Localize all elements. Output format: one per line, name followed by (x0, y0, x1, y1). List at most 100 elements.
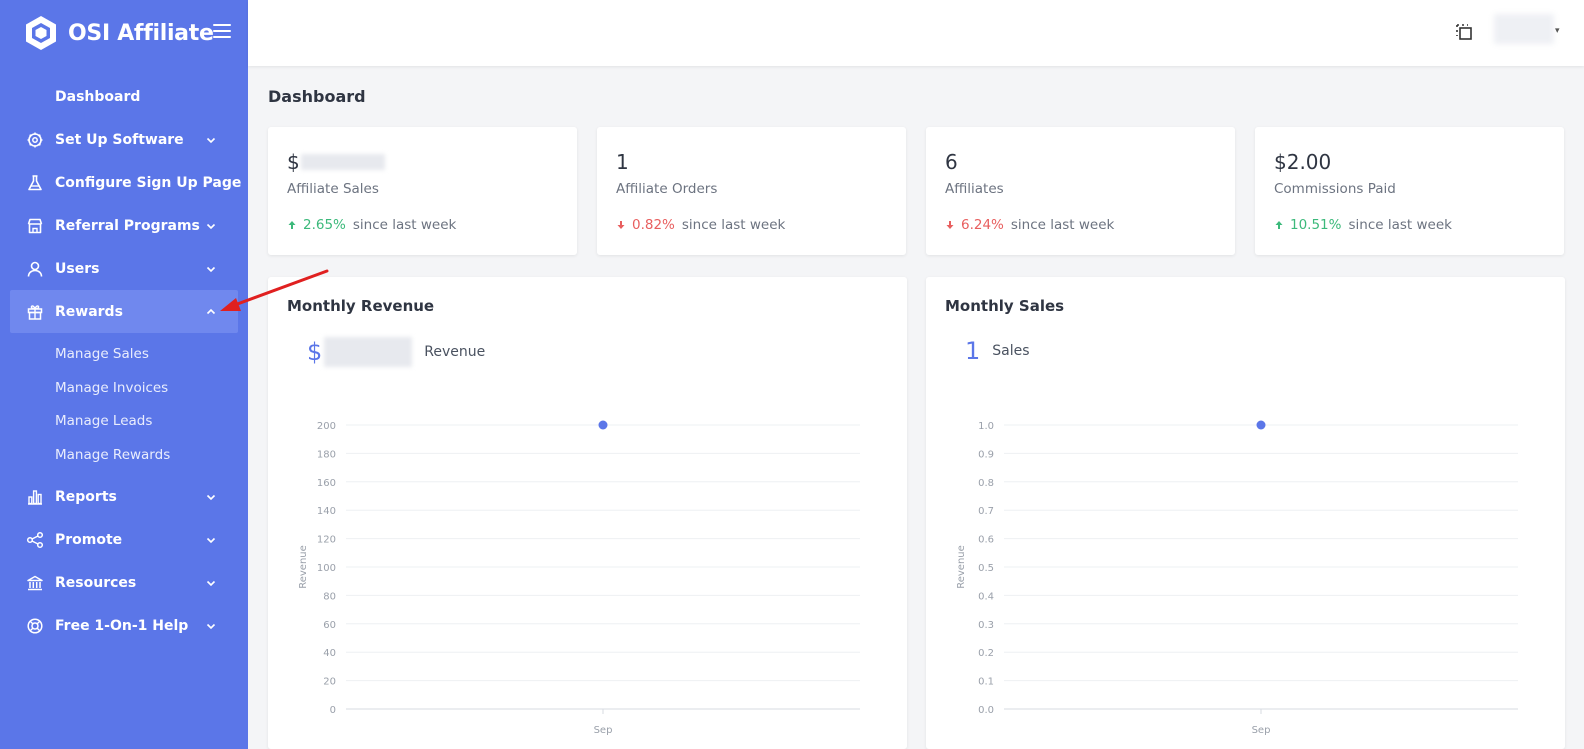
sidebar-item-label: Promote (55, 532, 123, 549)
monthly-sales-card: Monthly Sales 1 Sales 0.0 0.1 0.2 0.3 0.4 0.5… (926, 277, 1565, 749)
user-menu[interactable] (1494, 14, 1554, 44)
y-tick-label: 80 (323, 591, 336, 602)
sidebar-item-users[interactable]: Users (0, 247, 248, 290)
y-tick-label: 140 (317, 506, 336, 517)
stat-label: Affiliate Orders (616, 181, 718, 197)
sidebar-item-label: Users (55, 260, 100, 277)
sidebar-item-set-up-software[interactable]: Set Up Software (0, 118, 248, 161)
stat-value: 6 (945, 150, 958, 174)
chevron-down-icon (206, 495, 216, 501)
sidebar-item-label: Rewards (55, 303, 123, 320)
y-tick-label: 120 (317, 535, 336, 546)
sidebar-item-label: Configure Sign Up Page (55, 174, 242, 191)
fullscreen-icon[interactable] (1454, 22, 1474, 42)
sales-value: 1 (965, 337, 981, 365)
sales-unit: Sales (992, 343, 1030, 359)
monthly-sales-chart: 0.0 0.1 0.2 0.3 0.4 0.5 0.6 0.7 0.8 0.9 1.0 Revenue… (956, 420, 1518, 736)
stat-value: $ (287, 149, 558, 175)
user-menu-caret-icon[interactable]: ▾ (1555, 26, 1560, 36)
stat-change: 2.65% since last week (287, 217, 558, 233)
y-axis-label: Revenue (956, 545, 967, 589)
data-point[interactable] (1256, 420, 1266, 430)
sidebar-item-label: Resources (55, 575, 137, 592)
y-tick-label: 0 (330, 705, 336, 716)
y-tick-label: 180 (317, 449, 336, 460)
arrow-up-icon (1275, 221, 1283, 229)
y-tick-label: 0.1 (978, 677, 994, 688)
sidebar-item-configure-sign-up-page[interactable]: Configure Sign Up Page (0, 161, 248, 204)
stat-card-affiliate-orders: 1 Affiliate Orders 0.82% since last week (597, 127, 906, 255)
sidebar-item-resources[interactable]: Resources (0, 562, 248, 605)
sidebar-item-free-help[interactable]: Free 1-On-1 Help (0, 605, 248, 648)
x-tick-label: Sep (594, 725, 613, 736)
y-tick-label: 0.0 (978, 705, 994, 716)
y-tick-label: 0.3 (978, 620, 994, 631)
osi-logo-icon (26, 16, 56, 50)
arrow-down-icon (946, 221, 954, 229)
stat-label: Affiliate Sales (287, 181, 379, 197)
data-point[interactable] (598, 420, 608, 430)
sidebar-item-label: Free 1-On-1 Help (55, 618, 189, 635)
sidebar-item-reports[interactable]: Reports (0, 476, 248, 519)
redacted-value (324, 337, 413, 367)
redacted-value (300, 154, 385, 170)
gift-icon (27, 304, 43, 320)
sidebar-item-rewards[interactable]: Rewards (10, 290, 238, 333)
bar-chart-icon (28, 490, 42, 505)
arrow-down-icon (617, 221, 625, 229)
monthly-revenue-chart: 0 20 40 60 80 100 120 140 160 180 200 Revenue Sep (298, 420, 860, 736)
y-tick-label: 1.0 (978, 421, 994, 432)
topbar: ▾ (248, 0, 1584, 66)
chevron-down-icon (206, 266, 216, 272)
sub-item-manage-sales[interactable]: Manage Sales (55, 345, 149, 362)
revenue-prefix: $ (307, 338, 323, 366)
sidebar-item-promote[interactable]: Promote (0, 519, 248, 562)
stat-change: 6.24% since last week (945, 217, 1216, 233)
sidebar-item-label: Reports (55, 489, 117, 506)
y-tick-label: 100 (317, 563, 336, 574)
arrow-up-icon (288, 221, 296, 229)
y-tick-label: 0.7 (978, 506, 994, 517)
chevron-up-icon (206, 308, 216, 314)
sidebar-item-referral-programs[interactable]: Referral Programs (0, 204, 248, 247)
user-icon (27, 261, 43, 277)
stat-label: Affiliates (945, 181, 1004, 197)
revenue-summary: $ Revenue (307, 337, 485, 367)
sidebar: OSI Affiliate Dashboard Set Up Software … (0, 0, 248, 749)
gear-icon (27, 132, 43, 147)
revenue-unit: Revenue (424, 344, 486, 360)
sub-item-manage-rewards[interactable]: Manage Rewards (55, 446, 171, 463)
stat-card-commissions-paid: $2.00 Commissions Paid 10.51% since last… (1255, 127, 1564, 255)
hamburger-menu-icon[interactable] (213, 24, 231, 38)
sub-item-manage-leads[interactable]: Manage Leads (55, 413, 153, 430)
sales-summary: 1 Sales (965, 337, 1030, 365)
stat-card-affiliate-sales: $ Affiliate Sales 2.65% since last week (268, 127, 577, 255)
page-title: Dashboard (268, 87, 366, 106)
y-tick-label: 20 (323, 677, 336, 688)
stat-card-affiliates: 6 Affiliates 6.24% since last week (926, 127, 1235, 255)
sidebar-item-label: Referral Programs (55, 217, 200, 234)
chevron-down-icon (206, 538, 216, 544)
chart-title: Monthly Sales (945, 297, 1065, 315)
y-tick-label: 160 (317, 478, 336, 489)
sidebar-item-dashboard[interactable]: Dashboard (0, 75, 248, 118)
y-axis-label: Revenue (298, 545, 309, 589)
sub-item-manage-invoices[interactable]: Manage Invoices (55, 379, 169, 396)
y-tick-label: 0.5 (978, 563, 994, 574)
store-icon (27, 218, 43, 233)
stat-label: Commissions Paid (1274, 181, 1396, 197)
y-tick-label: 0.6 (978, 535, 994, 546)
chevron-down-icon (206, 223, 216, 229)
brand[interactable]: OSI Affiliate (22, 12, 214, 54)
chevron-down-icon (206, 137, 216, 143)
share-icon (26, 532, 44, 549)
lifebuoy-icon (27, 618, 43, 634)
y-tick-label: 40 (323, 648, 336, 659)
y-tick-label: 0.8 (978, 478, 994, 489)
monthly-revenue-card: Monthly Revenue $ Revenue 0 20 40 60 80 100 12… (268, 277, 907, 749)
app-name: OSI Affiliate (68, 20, 214, 46)
sidebar-nav: Dashboard Set Up Software Configure Sign… (0, 75, 248, 648)
y-tick-label: 0.9 (978, 449, 994, 460)
y-tick-label: 0.2 (978, 648, 994, 659)
chevron-down-icon (206, 624, 216, 630)
